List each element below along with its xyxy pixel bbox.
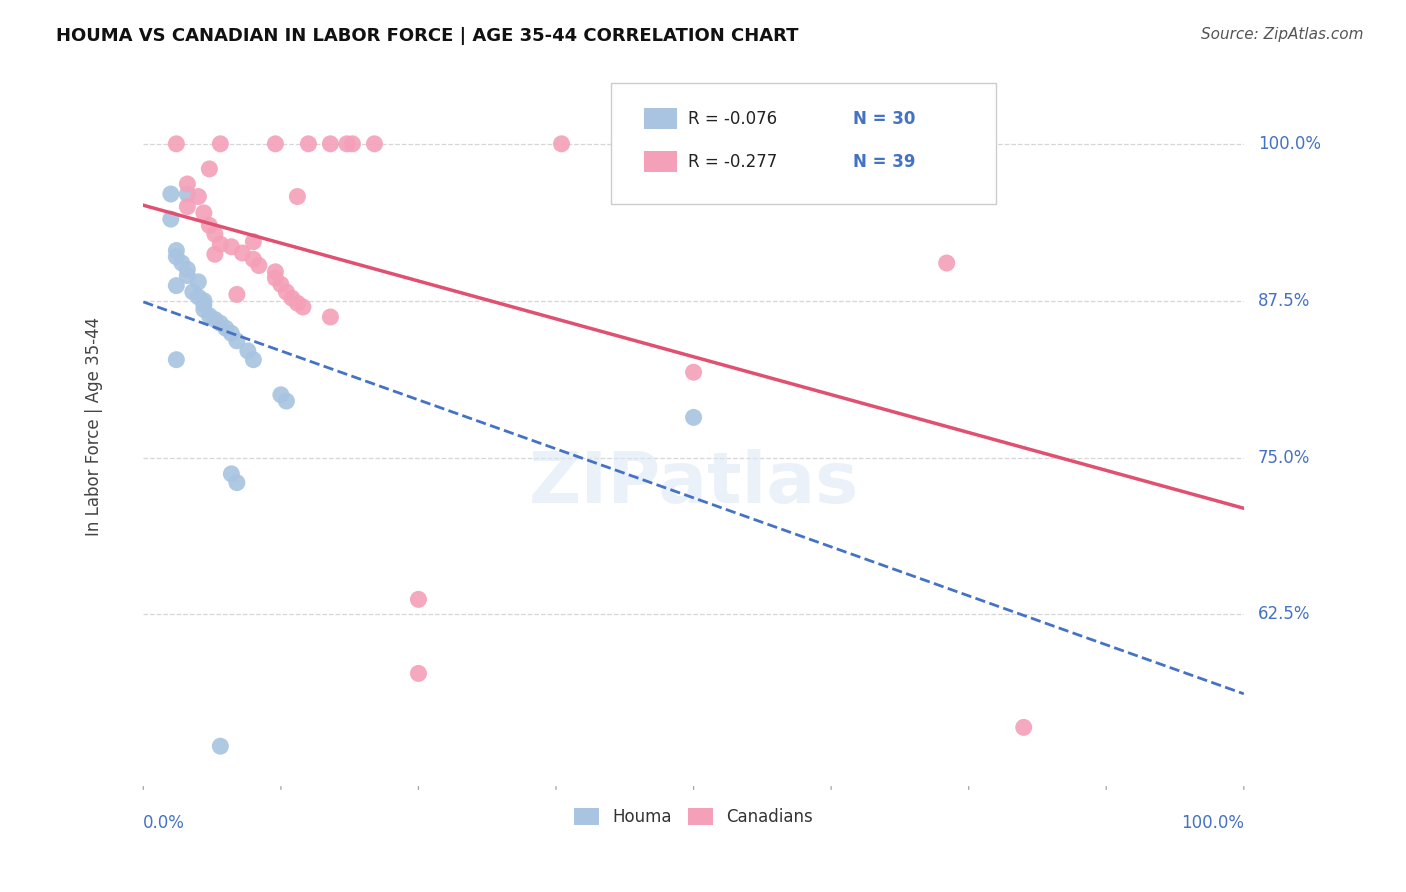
- Point: [204, 247, 226, 261]
- Point: [198, 309, 221, 323]
- Point: [165, 352, 187, 367]
- Point: [209, 316, 232, 330]
- Point: [270, 277, 292, 292]
- Point: [408, 592, 430, 607]
- Point: [276, 394, 298, 409]
- Text: 87.5%: 87.5%: [1258, 292, 1310, 310]
- Point: [187, 290, 209, 304]
- Point: [247, 259, 270, 273]
- Point: [209, 237, 232, 252]
- Point: [287, 189, 309, 203]
- Point: [160, 187, 183, 202]
- Point: [225, 475, 247, 490]
- Point: [165, 136, 187, 151]
- Point: [291, 300, 314, 314]
- Point: [193, 297, 215, 311]
- Point: [342, 136, 364, 151]
- Point: [264, 265, 287, 279]
- Point: [165, 250, 187, 264]
- Point: [242, 252, 264, 267]
- Point: [176, 262, 198, 277]
- Point: [270, 388, 292, 402]
- Text: In Labor Force | Age 35-44: In Labor Force | Age 35-44: [84, 317, 103, 536]
- Point: [281, 291, 304, 305]
- Text: 100.0%: 100.0%: [1258, 135, 1320, 153]
- Point: [221, 240, 243, 254]
- Point: [1012, 720, 1035, 734]
- Point: [170, 256, 193, 270]
- Point: [242, 235, 264, 249]
- Legend: Houma, Canadians: Houma, Canadians: [567, 801, 820, 833]
- Point: [264, 136, 287, 151]
- Point: [204, 227, 226, 242]
- Point: [682, 410, 704, 425]
- Text: HOUMA VS CANADIAN IN LABOR FORCE | AGE 35-44 CORRELATION CHART: HOUMA VS CANADIAN IN LABOR FORCE | AGE 3…: [56, 27, 799, 45]
- Point: [319, 310, 342, 324]
- Text: R = -0.076: R = -0.076: [688, 110, 778, 128]
- Point: [181, 285, 204, 299]
- FancyBboxPatch shape: [612, 83, 997, 204]
- Point: [193, 206, 215, 220]
- Point: [276, 285, 298, 299]
- Point: [297, 136, 319, 151]
- Point: [408, 666, 430, 681]
- Point: [176, 177, 198, 191]
- Point: [198, 219, 221, 233]
- Point: [176, 187, 198, 202]
- Point: [176, 200, 198, 214]
- Point: [236, 343, 259, 358]
- Text: ZIPatlas: ZIPatlas: [529, 449, 859, 518]
- Point: [682, 365, 704, 379]
- FancyBboxPatch shape: [644, 108, 678, 129]
- Point: [363, 136, 385, 151]
- Text: 100.0%: 100.0%: [1181, 814, 1244, 832]
- Text: N = 30: N = 30: [853, 110, 915, 128]
- Point: [221, 326, 243, 341]
- Point: [225, 287, 247, 301]
- Point: [231, 246, 253, 260]
- Text: 75.0%: 75.0%: [1258, 449, 1310, 467]
- Point: [215, 321, 238, 335]
- Point: [209, 739, 232, 754]
- Point: [187, 189, 209, 203]
- Point: [225, 334, 247, 348]
- Point: [209, 136, 232, 151]
- Text: Source: ZipAtlas.com: Source: ZipAtlas.com: [1201, 27, 1364, 42]
- Point: [287, 296, 309, 310]
- Point: [204, 312, 226, 326]
- Point: [935, 256, 957, 270]
- Point: [242, 352, 264, 367]
- Point: [264, 271, 287, 285]
- Point: [193, 293, 215, 308]
- Point: [198, 161, 221, 176]
- Text: R = -0.277: R = -0.277: [688, 153, 778, 170]
- Point: [550, 136, 572, 151]
- Point: [221, 467, 243, 481]
- Point: [814, 136, 837, 151]
- Point: [160, 212, 183, 227]
- Point: [176, 268, 198, 283]
- FancyBboxPatch shape: [644, 151, 678, 172]
- Point: [319, 136, 342, 151]
- Text: 0.0%: 0.0%: [143, 814, 186, 832]
- Point: [193, 302, 215, 317]
- Point: [336, 136, 359, 151]
- Point: [165, 278, 187, 293]
- Text: N = 39: N = 39: [853, 153, 915, 170]
- Point: [165, 244, 187, 258]
- Text: 62.5%: 62.5%: [1258, 606, 1310, 624]
- Point: [187, 275, 209, 289]
